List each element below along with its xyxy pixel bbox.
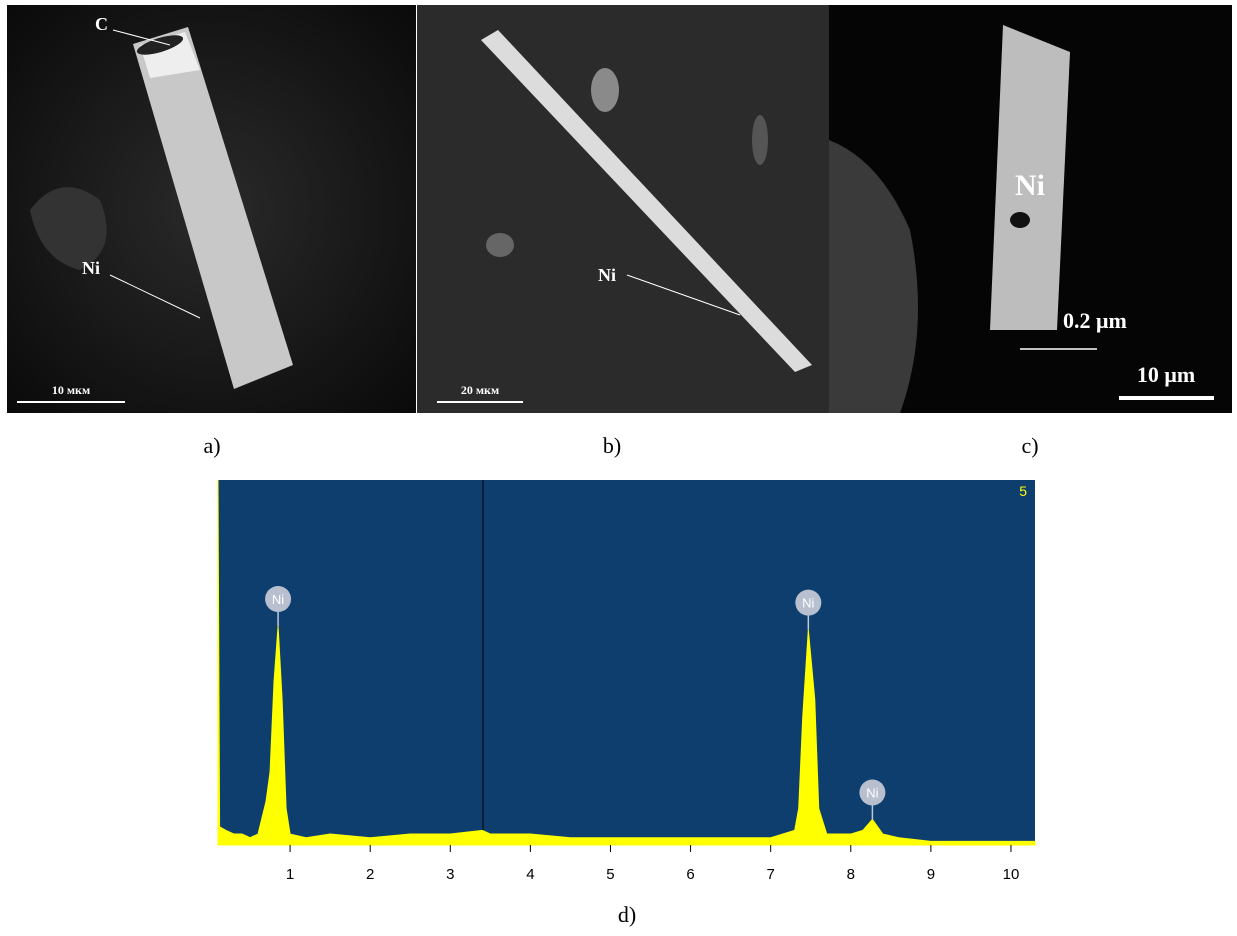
plot-background	[218, 480, 1035, 845]
x-tick-label: 8	[847, 866, 855, 883]
annotation-label: Ni	[272, 592, 284, 607]
x-tick-label: 4	[526, 866, 534, 883]
sem-image-a: C Ni 10 мкм	[7, 5, 416, 413]
x-tick-label: 2	[366, 866, 374, 883]
sem-image-b: Ni 20 мкм	[417, 5, 829, 413]
caption: d)	[618, 902, 636, 927]
label: C	[95, 14, 108, 34]
corner-label: 5	[1019, 483, 1027, 499]
x-tick-label: 5	[606, 866, 614, 883]
caption: b)	[603, 433, 621, 458]
x-tick-label: 1	[286, 866, 294, 883]
x-tick-label: 9	[927, 866, 935, 883]
sem-image-c: Ni 0.2 μm 10 μm	[829, 5, 1232, 413]
x-tick-label: 6	[686, 866, 694, 883]
x-tick-label: 7	[767, 866, 775, 883]
scale-bar-label: 10 мкм	[52, 383, 90, 397]
scale-bar-label: 20 мкм	[461, 383, 499, 397]
x-tick-label: 3	[446, 866, 454, 883]
annotation-label: Ni	[866, 785, 878, 800]
caption: a)	[203, 433, 220, 458]
label: Ni	[82, 258, 100, 278]
caption: c)	[1021, 433, 1038, 458]
scale-bar-label: 10 μm	[1137, 362, 1195, 387]
label: Ni	[1015, 169, 1045, 202]
figure: C Ni 10 мкм Ni 20 мкм Ni 0.2 μm 10 μm a)…	[0, 0, 1237, 936]
label: 0.2 μm	[1063, 308, 1127, 333]
label: Ni	[598, 265, 616, 285]
annotation-label: Ni	[802, 596, 814, 611]
x-tick-label: 10	[1003, 866, 1020, 883]
